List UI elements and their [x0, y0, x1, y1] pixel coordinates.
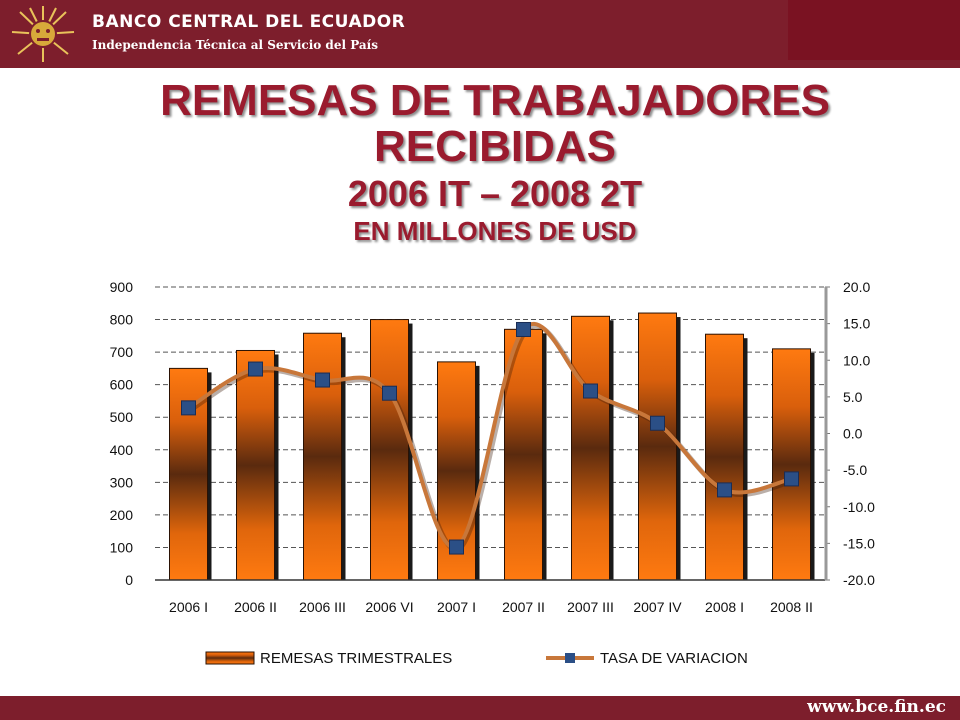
- chart-subtitle: 2006 IT – 2008 2T: [347, 173, 643, 214]
- y-left-tick-label: 500: [110, 409, 134, 425]
- line-marker: [248, 361, 263, 377]
- x-tick-label: 2007 IV: [633, 599, 682, 615]
- x-tick-label: 2006 VI: [365, 599, 413, 615]
- x-tick-label: 2007 II: [502, 599, 545, 615]
- line-marker: [583, 383, 598, 399]
- bank-name: BANCO CENTRAL DEL ECUADOR: [92, 12, 406, 32]
- footer-url: www.bce.fin.ec: [807, 697, 946, 717]
- line-marker: [449, 539, 464, 555]
- line-marker: [784, 471, 799, 487]
- y-left-tick-label: 100: [110, 539, 134, 555]
- bar: [772, 348, 811, 581]
- y-right-tick-label: -5.0: [843, 462, 867, 478]
- y-right-tick-label: -20.0: [843, 572, 875, 588]
- x-tick-label: 2008 II: [770, 599, 813, 615]
- chart-title-line2: RECIBIDAS: [373, 122, 617, 171]
- line-marker: [382, 385, 397, 401]
- y-right-tick-label: -15.0: [843, 535, 875, 551]
- remittances-chart: 0 100 200 300 400 500 600 700 800 900 -20.0 -15.0 -1…: [110, 279, 875, 667]
- y-right-tick-label: 0.0: [843, 426, 863, 442]
- y-right-tick-label: 15.0: [843, 316, 870, 332]
- bar: [705, 333, 744, 581]
- bar: [370, 319, 409, 581]
- y-left-tick-label: 800: [110, 312, 134, 328]
- y-left-tick-label: 600: [110, 377, 134, 393]
- variation-line: [187, 321, 792, 550]
- x-tick-label: 2007 III: [567, 599, 614, 615]
- y-right-tick-label: 5.0: [843, 389, 863, 405]
- line-marker: [315, 372, 330, 388]
- y-left-tick-label: 900: [110, 279, 134, 295]
- sun-logo-icon: [11, 6, 75, 62]
- line-marker: [516, 321, 531, 337]
- bar: [638, 312, 677, 581]
- legend-label-tasa: TASA DE VARIACION: [600, 650, 748, 667]
- chart-unit-label: EN MILLONES DE USD: [353, 216, 637, 246]
- x-tick-label: 2006 III: [299, 599, 346, 615]
- x-tick-label: 2006 II: [234, 599, 277, 615]
- header-bar: BANCO CENTRAL DEL ECUADOR Independencia …: [0, 0, 960, 68]
- legend-label-remesas: REMESAS TRIMESTRALES: [260, 650, 452, 667]
- legend-marker-swatch: [565, 653, 575, 663]
- line-marker: [181, 400, 196, 416]
- bar: [303, 332, 342, 581]
- footer-bar: www.bce.fin.ec: [0, 696, 960, 720]
- legend-bar-swatch: [205, 651, 255, 665]
- line-marker: [650, 415, 665, 431]
- chart-title: REMESAS DE TRABAJADORES: [160, 76, 830, 125]
- x-tick-label: 2007 I: [437, 599, 476, 615]
- y-left-tick-label: 0: [125, 572, 133, 588]
- y-left-tick-label: 700: [110, 344, 134, 360]
- x-tick-label: 2006 I: [169, 599, 208, 615]
- line-marker: [717, 482, 732, 498]
- y-right-tick-label: 10.0: [843, 352, 870, 368]
- y-right-tick-label: -10.0: [843, 499, 875, 515]
- slide-titles: REMESAS DE TRABAJADORES RECIBIDAS 2006 I…: [0, 76, 960, 247]
- bank-slogan: Independencia Técnica al Servicio del Pa…: [92, 38, 378, 52]
- y-left-tick-label: 300: [110, 474, 134, 490]
- bar: [571, 315, 610, 581]
- y-left-tick-label: 400: [110, 442, 134, 458]
- bar: [236, 349, 275, 581]
- header-accent: [788, 0, 960, 60]
- y-left-tick-label: 200: [110, 507, 134, 523]
- y-right-tick-label: 20.0: [843, 279, 870, 295]
- x-tick-label: 2008 I: [705, 599, 744, 615]
